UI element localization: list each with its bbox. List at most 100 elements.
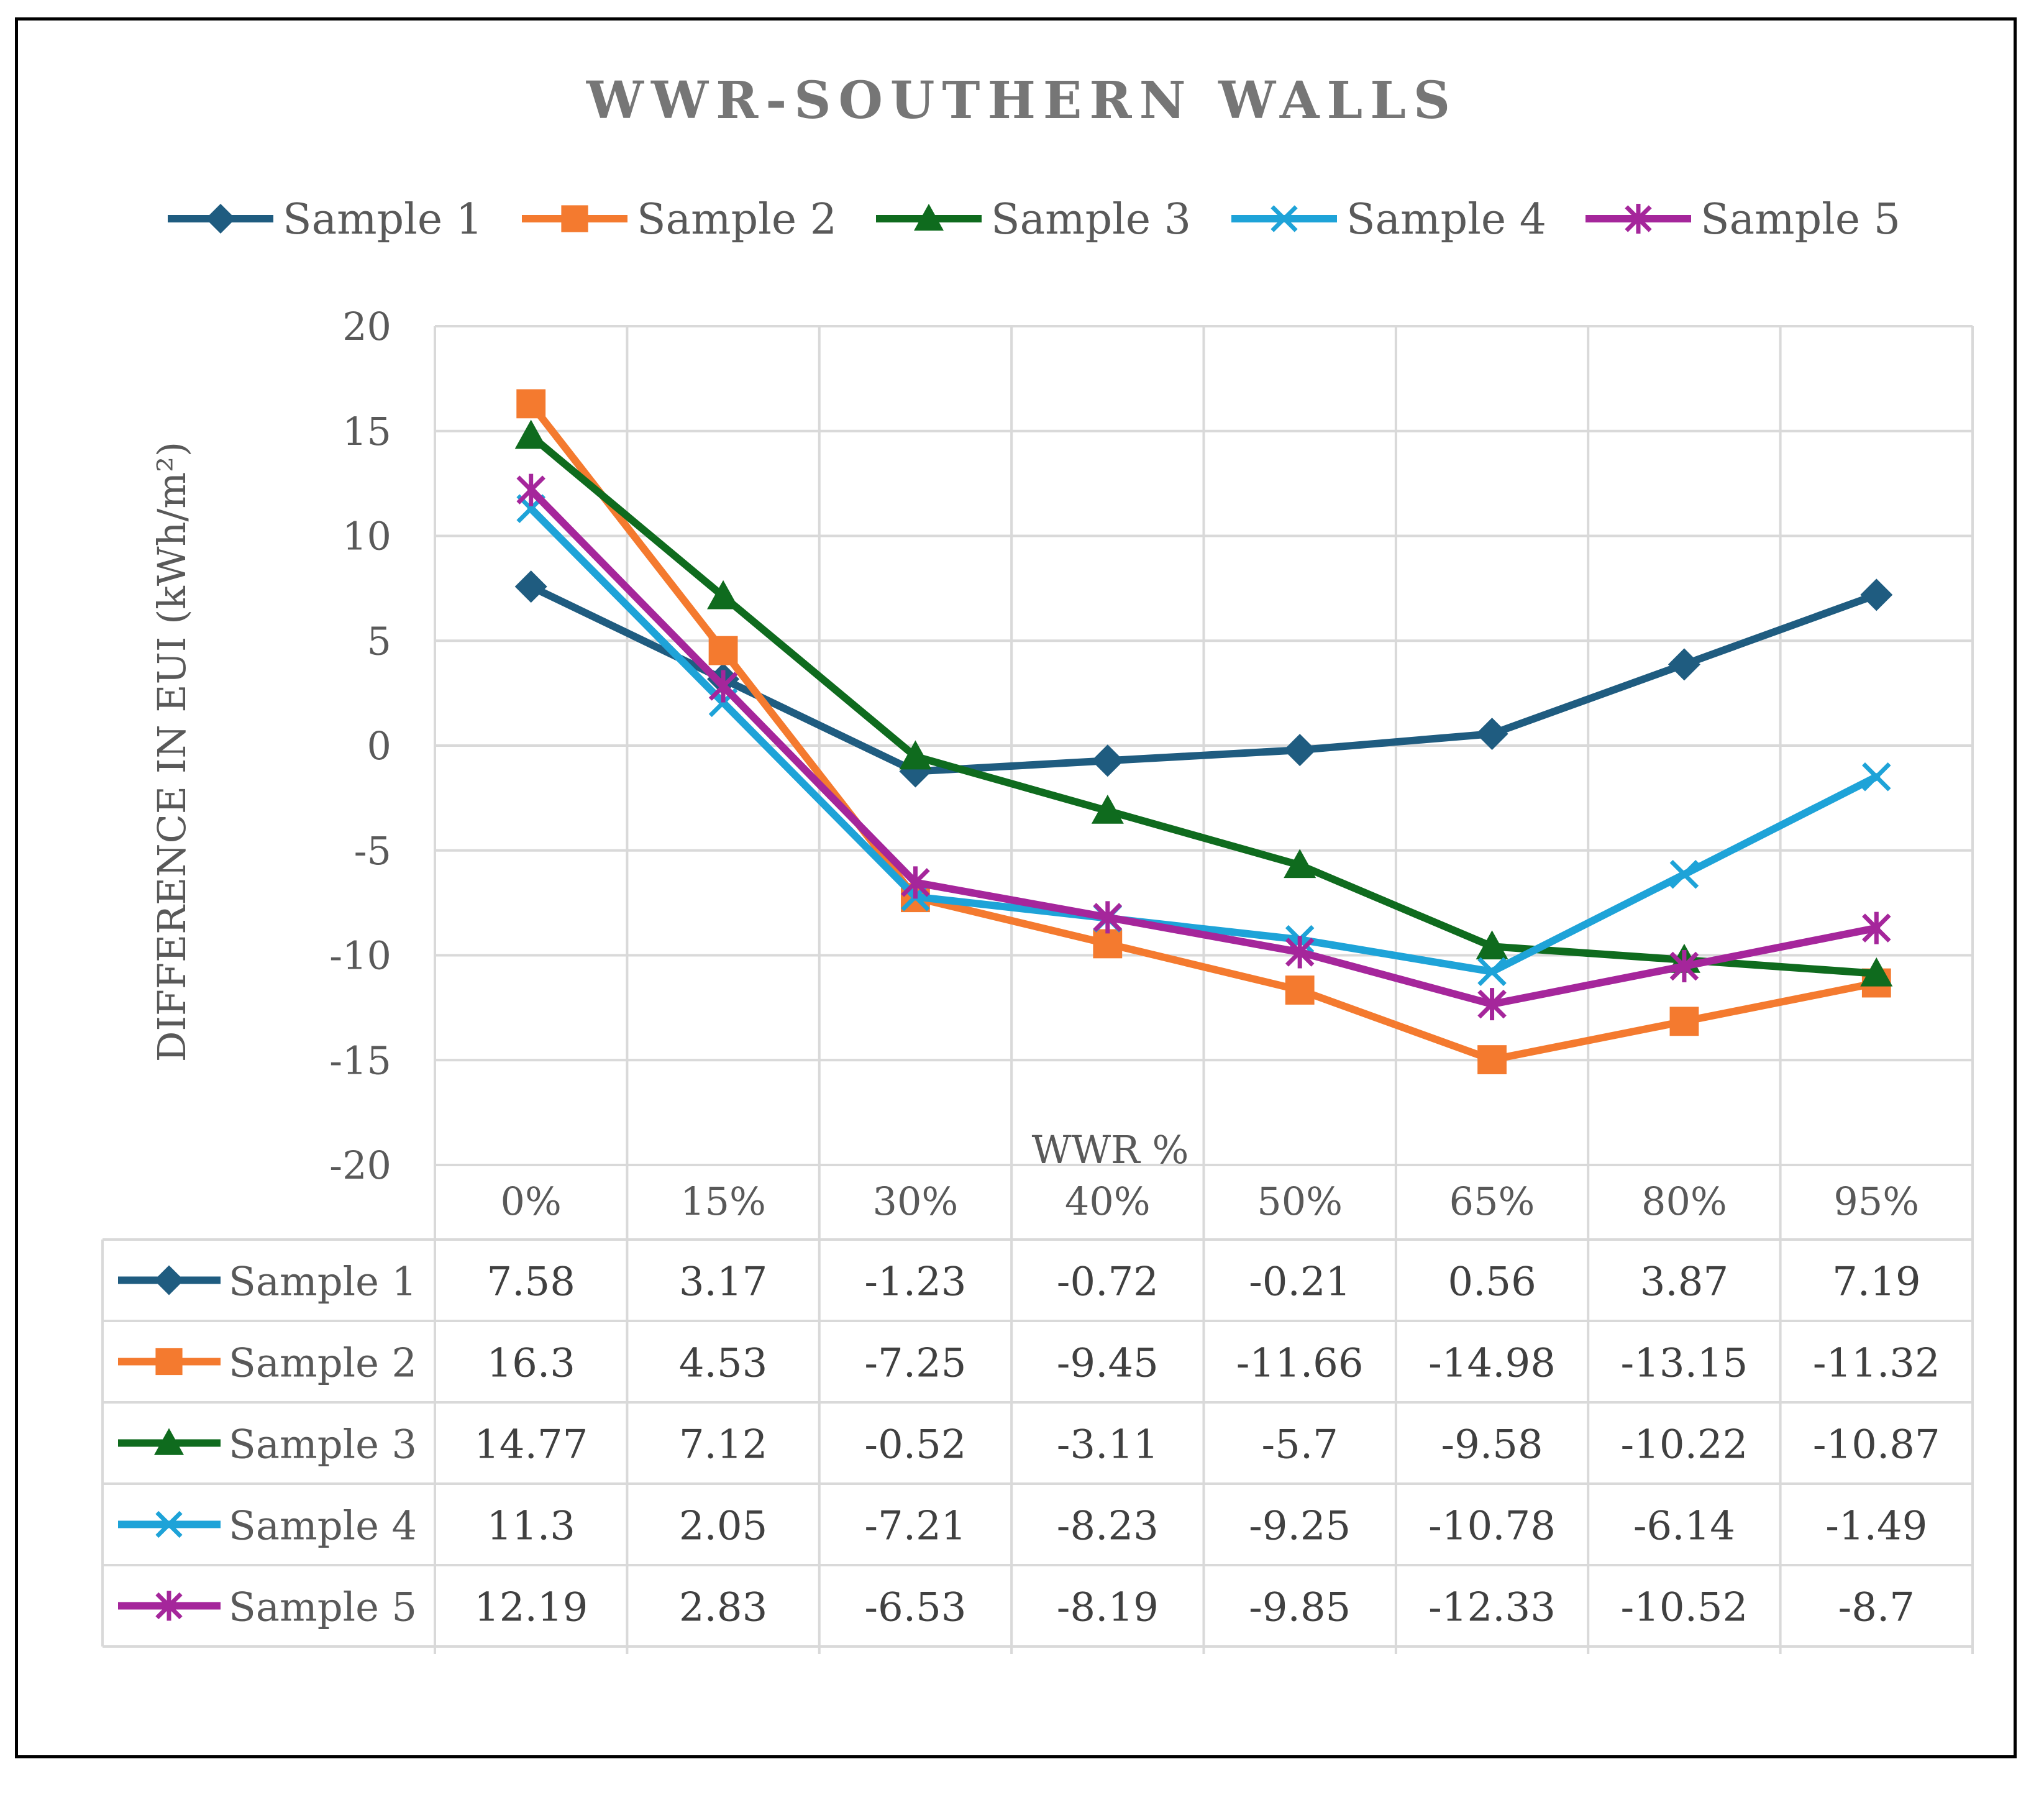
data-point	[514, 570, 547, 603]
data-point	[1862, 911, 1891, 944]
table-cell: -10.87	[1813, 1422, 1940, 1468]
data-point	[1285, 936, 1315, 969]
table-row: Sample 1 7.58 3.17 -1.23 -0.72 -0.21 0.56 3.87 7…	[118, 1259, 1921, 1305]
data-point	[708, 670, 738, 703]
table-cell: -14.98	[1428, 1341, 1556, 1387]
y-tick-label: -20	[329, 1143, 391, 1188]
legend-label: Sample 3	[991, 195, 1191, 244]
legend-label: Sample 4	[1346, 195, 1546, 244]
legend-label: Sample 2	[637, 195, 837, 244]
data-point	[1285, 975, 1315, 1005]
table-row: Sample 4 11.3 2.05 -7.21 -8.23 -9.25 -10.78 -6.…	[118, 1504, 1927, 1550]
x-tick-label: 15%	[680, 1179, 766, 1224]
data-point	[708, 636, 738, 665]
y-tick-label: 0	[367, 723, 391, 769]
legend-label: Sample 1	[283, 195, 483, 244]
table-cell: -5.7	[1261, 1422, 1338, 1468]
data-point	[1860, 957, 1893, 987]
marker-square	[561, 205, 588, 232]
series-lines	[514, 389, 1893, 1074]
table-cell: -6.53	[864, 1585, 966, 1631]
table-cell: 14.77	[474, 1422, 588, 1468]
row-label: Sample 3	[229, 1422, 417, 1468]
table-cell: -8.19	[1057, 1585, 1159, 1631]
table-cell: -7.21	[864, 1504, 966, 1550]
series-line	[527, 505, 1881, 975]
table-cell: -11.66	[1236, 1341, 1364, 1387]
data-point	[1860, 578, 1893, 611]
table-cell: -10.78	[1428, 1504, 1556, 1550]
table-cell: -9.25	[1249, 1504, 1351, 1550]
marker-x	[1271, 205, 1298, 232]
data-point	[1668, 648, 1700, 681]
y-axis-ticks: 20 15 10 5 0 -5 -10 -15 -20	[329, 304, 391, 1188]
y-tick-label: -15	[329, 1038, 391, 1083]
y-axis-title: DIFFERENCE IN EUI (kWh/m²)	[149, 442, 194, 1062]
x-tick-label: 80%	[1641, 1179, 1727, 1224]
table-cell: 11.3	[486, 1504, 575, 1550]
legend: Sample 1 Sample 2 Sample 3 Sample 4 Sample 5	[168, 195, 1900, 244]
table-cell: -0.72	[1057, 1259, 1159, 1305]
legend-item: Sample 2	[522, 195, 837, 244]
chart-title: WWR-SOUTHERN WALLS	[586, 71, 1458, 130]
table-cell: -6.14	[1633, 1504, 1735, 1550]
table-cell: 2.83	[679, 1585, 768, 1631]
y-tick-label: 15	[342, 409, 391, 454]
table-cell: -1.49	[1825, 1504, 1927, 1550]
marker-triangle	[154, 1428, 184, 1455]
table-cell: -13.15	[1621, 1341, 1748, 1387]
table-cell: -3.11	[1057, 1422, 1159, 1468]
x-tick-label: 50%	[1257, 1179, 1343, 1224]
chart-frame	[15, 17, 2017, 1758]
table-cell: 16.3	[486, 1341, 575, 1387]
data-point	[1669, 1007, 1699, 1036]
data-point	[1669, 950, 1699, 983]
table-row: Sample 3 14.77 7.12 -0.52 -3.11 -5.7 -9.58 -10.…	[118, 1422, 1940, 1468]
y-tick-label: 10	[342, 514, 391, 559]
y-tick-label: -10	[329, 933, 391, 979]
marker-x	[155, 1510, 183, 1538]
data-point	[899, 740, 932, 770]
x-tick-label: 30%	[873, 1179, 959, 1224]
data-point	[1093, 901, 1123, 934]
x-axis-title: WWR %	[1032, 1127, 1189, 1172]
table-cell: 2.05	[679, 1504, 768, 1550]
data-point	[707, 580, 740, 610]
row-label: Sample 4	[229, 1504, 417, 1550]
data-point	[1669, 859, 1699, 889]
table-cell: -0.52	[864, 1422, 966, 1468]
x-tick-label: 65%	[1449, 1179, 1535, 1224]
table-cell: 7.19	[1832, 1259, 1921, 1305]
row-label: Sample 2	[229, 1341, 417, 1387]
table-cell: -12.33	[1428, 1585, 1556, 1631]
series-5	[516, 473, 1891, 1021]
table-cell: -11.32	[1813, 1341, 1940, 1387]
data-table: 0% 15% 30% 40% 50% 65% 80% 95% Sample 1 7.58 3.17 -…	[118, 1179, 1940, 1631]
data-point	[516, 389, 546, 419]
table-cell: 12.19	[474, 1585, 588, 1631]
legend-item: Sample 3	[876, 195, 1191, 244]
legend-label: Sample 5	[1700, 195, 1900, 244]
row-label: Sample 1	[229, 1259, 417, 1305]
data-point	[1477, 988, 1507, 1021]
table-cell: -10.52	[1621, 1585, 1748, 1631]
data-point	[516, 473, 545, 506]
table-cell: -8.7	[1838, 1585, 1915, 1631]
table-cell: 0.56	[1448, 1259, 1536, 1305]
x-tick-label: 40%	[1065, 1179, 1151, 1224]
data-point	[1476, 930, 1508, 960]
marker-triangle	[914, 204, 944, 231]
table-cell: 4.53	[679, 1341, 768, 1387]
legend-item: Sample 4	[1231, 195, 1546, 244]
table-row: Sample 5 12.19 2.83 -6.53 -8.19 -9.85 -12.33 -1…	[118, 1585, 1915, 1631]
data-point	[1284, 734, 1316, 767]
row-label: Sample 5	[229, 1585, 417, 1631]
series-line	[527, 400, 1881, 1064]
marker-square	[155, 1348, 183, 1376]
table-cell: -9.85	[1249, 1585, 1351, 1631]
y-tick-label: -5	[354, 828, 391, 874]
data-point	[901, 866, 930, 899]
table-cell: 3.87	[1640, 1259, 1729, 1305]
data-point	[1476, 718, 1508, 751]
